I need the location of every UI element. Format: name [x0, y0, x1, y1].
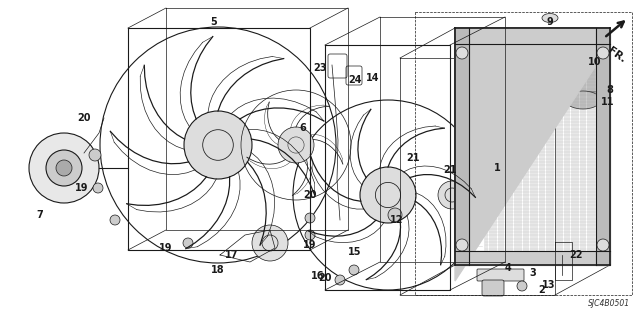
Circle shape — [183, 238, 193, 248]
Text: 12: 12 — [390, 215, 404, 225]
FancyBboxPatch shape — [570, 66, 604, 92]
Text: 19: 19 — [303, 240, 317, 250]
Polygon shape — [455, 28, 610, 281]
Text: 8: 8 — [607, 85, 613, 95]
Text: 5: 5 — [211, 17, 218, 27]
Text: FR.: FR. — [606, 45, 628, 64]
Circle shape — [597, 239, 609, 251]
FancyBboxPatch shape — [482, 280, 504, 296]
Text: 17: 17 — [225, 250, 239, 260]
Circle shape — [456, 239, 468, 251]
Circle shape — [184, 111, 252, 179]
Circle shape — [349, 265, 359, 275]
Circle shape — [360, 167, 416, 223]
Circle shape — [89, 149, 101, 161]
Ellipse shape — [542, 13, 558, 23]
Ellipse shape — [556, 50, 574, 60]
Polygon shape — [455, 251, 610, 265]
Circle shape — [305, 230, 315, 240]
Text: 21: 21 — [406, 153, 420, 163]
Circle shape — [56, 160, 72, 176]
Text: 11: 11 — [601, 97, 615, 107]
Circle shape — [29, 133, 99, 203]
Circle shape — [388, 208, 402, 222]
Circle shape — [597, 47, 609, 59]
Text: 16: 16 — [311, 271, 324, 281]
Text: 15: 15 — [348, 247, 362, 257]
Text: 22: 22 — [569, 250, 583, 260]
Circle shape — [46, 150, 82, 186]
Text: 9: 9 — [547, 17, 554, 27]
Circle shape — [335, 275, 345, 285]
Circle shape — [252, 225, 288, 261]
Circle shape — [305, 213, 315, 223]
Circle shape — [438, 181, 466, 209]
Text: 18: 18 — [211, 265, 225, 275]
Text: 19: 19 — [76, 183, 89, 193]
Circle shape — [110, 215, 120, 225]
Circle shape — [278, 127, 314, 163]
Text: 2: 2 — [539, 285, 545, 295]
Text: 20: 20 — [303, 190, 317, 200]
Text: 7: 7 — [36, 210, 44, 220]
Text: 13: 13 — [542, 280, 556, 290]
Text: 10: 10 — [588, 57, 602, 67]
Polygon shape — [455, 28, 469, 265]
Polygon shape — [596, 28, 610, 265]
Text: 3: 3 — [530, 268, 536, 278]
Ellipse shape — [566, 91, 600, 109]
Text: 19: 19 — [159, 243, 173, 253]
Text: 14: 14 — [366, 73, 380, 83]
Text: 20: 20 — [318, 273, 332, 283]
Circle shape — [517, 281, 527, 291]
Circle shape — [456, 47, 468, 59]
Text: 6: 6 — [300, 123, 307, 133]
Text: 20: 20 — [77, 113, 91, 123]
Text: SJC4B0501: SJC4B0501 — [588, 299, 630, 308]
FancyBboxPatch shape — [477, 269, 524, 281]
Text: 23: 23 — [313, 63, 327, 73]
Circle shape — [93, 183, 103, 193]
Text: 24: 24 — [348, 75, 362, 85]
Text: 21: 21 — [444, 165, 457, 175]
Text: 4: 4 — [504, 263, 511, 273]
Text: 1: 1 — [493, 163, 500, 173]
